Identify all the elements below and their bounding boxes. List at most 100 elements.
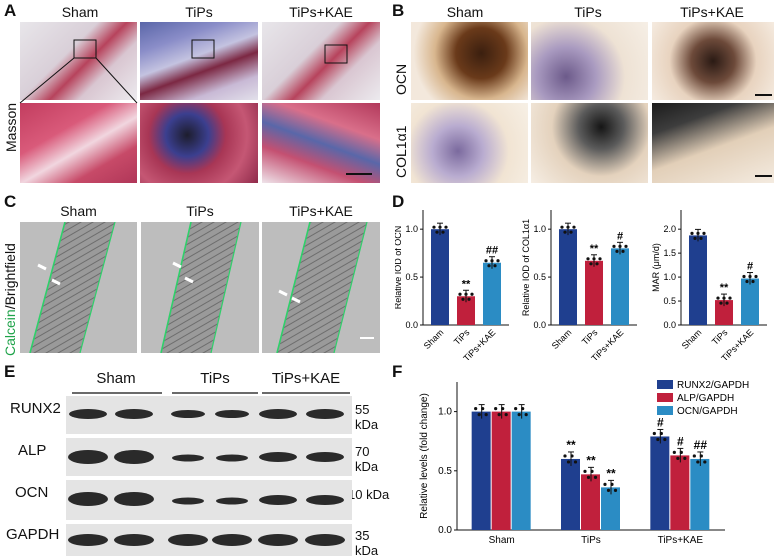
data-point <box>656 437 660 442</box>
annotation: ## <box>694 438 708 452</box>
annotation: # <box>617 230 623 242</box>
col-label-sham: Sham <box>60 203 97 219</box>
data-point <box>586 257 590 261</box>
masson-sham-high <box>20 103 137 183</box>
y-tick-label: 0.0 <box>405 320 418 330</box>
data-point <box>586 475 591 479</box>
x-tick-label: Sham <box>680 327 704 351</box>
y-tick-label: 0.5 <box>533 272 546 282</box>
data-point <box>432 225 436 229</box>
data-point <box>606 488 611 492</box>
bar-2-1 <box>670 455 690 530</box>
calcein-tips-kae <box>262 222 380 353</box>
x-tick-label: TiPs+KAE <box>658 535 704 546</box>
ihc-ocn-sham <box>411 22 528 100</box>
col-label-sham: Sham <box>446 4 484 20</box>
bar-0 <box>431 229 449 325</box>
data-point <box>624 244 628 248</box>
data-point <box>692 454 696 458</box>
data-point <box>610 482 614 486</box>
annotation: ** <box>606 466 616 480</box>
annotation: # <box>747 261 753 273</box>
data-point <box>572 225 576 229</box>
bar-0 <box>689 235 707 325</box>
masson-tips-low <box>140 22 258 100</box>
data-point <box>696 460 700 464</box>
x-tick-label: TiPs <box>710 327 730 347</box>
blot-label-alp: ALP <box>18 442 47 459</box>
data-point <box>563 230 567 234</box>
y-tick-label: 1.0 <box>438 407 452 418</box>
data-point <box>690 231 694 235</box>
col-label-tips-kae: TiPs+KAE <box>289 203 353 219</box>
western-blot: Sham TiPs TiPs+KAE RUNX2 ALP OCN GAPDH 5… <box>0 362 390 558</box>
bar-0-0 <box>471 411 491 530</box>
y-tick-label: 1.0 <box>533 224 546 234</box>
data-point <box>592 257 596 261</box>
y-tick-label: 0.5 <box>663 296 676 306</box>
data-point <box>563 454 567 458</box>
data-point <box>474 407 478 411</box>
y-tick-label: 2.0 <box>663 224 676 234</box>
bar-1 <box>715 300 733 325</box>
y-tick-label: 0.0 <box>438 525 452 536</box>
annotation: # <box>677 434 684 448</box>
annotation: # <box>657 415 664 429</box>
data-point <box>493 264 497 268</box>
panel-label-a: A <box>4 1 17 20</box>
data-point <box>566 225 570 229</box>
bar-2-2 <box>690 458 710 530</box>
data-point <box>683 456 687 461</box>
data-point <box>613 488 618 492</box>
data-point <box>435 230 439 234</box>
label-separator: / <box>2 305 18 310</box>
data-point <box>676 456 680 461</box>
y-tick-label: 0.5 <box>405 272 418 282</box>
bar-1 <box>457 296 475 325</box>
data-point <box>652 431 656 436</box>
bar-0-1 <box>491 411 511 530</box>
data-point <box>583 469 587 473</box>
legend-swatch-1 <box>657 393 673 402</box>
data-point <box>699 454 703 458</box>
data-point <box>754 274 758 279</box>
calcein-tips <box>141 222 259 353</box>
data-point <box>603 482 607 486</box>
annotation: ** <box>586 453 596 467</box>
calcein-images <box>20 222 380 353</box>
x-tick-label: TiPs <box>580 327 600 347</box>
chart-f: 0.0 0.5 1.0 Relative levels (fold change) Sh… <box>419 380 749 546</box>
col-label-tips: TiPs <box>574 4 602 20</box>
annotation: ** <box>462 278 471 290</box>
ihc-col1a1-sham <box>411 103 528 183</box>
data-point <box>496 259 500 263</box>
data-point <box>566 460 571 464</box>
y-tick-label: 1.0 <box>663 272 676 282</box>
data-point <box>441 230 445 234</box>
data-point <box>699 236 703 240</box>
data-point <box>751 279 755 284</box>
data-point <box>745 279 749 284</box>
brightfield-label: Brightfield <box>2 243 18 306</box>
y-tick-label: 1.0 <box>405 224 418 234</box>
data-point <box>595 262 599 266</box>
data-point <box>524 413 528 417</box>
data-point <box>703 460 707 464</box>
bar-1 <box>585 260 603 325</box>
masson-zoom-overlay <box>19 39 372 175</box>
x-tick-label: TiPs <box>581 535 601 546</box>
annotation: ## <box>486 245 498 257</box>
ihc-ocn-tips-kae <box>652 22 774 100</box>
data-point <box>659 431 663 436</box>
y-tick-label: 1.5 <box>663 248 676 258</box>
data-point <box>444 225 448 229</box>
data-point <box>693 236 697 240</box>
data-point <box>702 231 706 235</box>
data-point <box>725 301 729 305</box>
y-tick-label: 0.0 <box>533 320 546 330</box>
y-tick-label: 0.0 <box>663 320 676 330</box>
